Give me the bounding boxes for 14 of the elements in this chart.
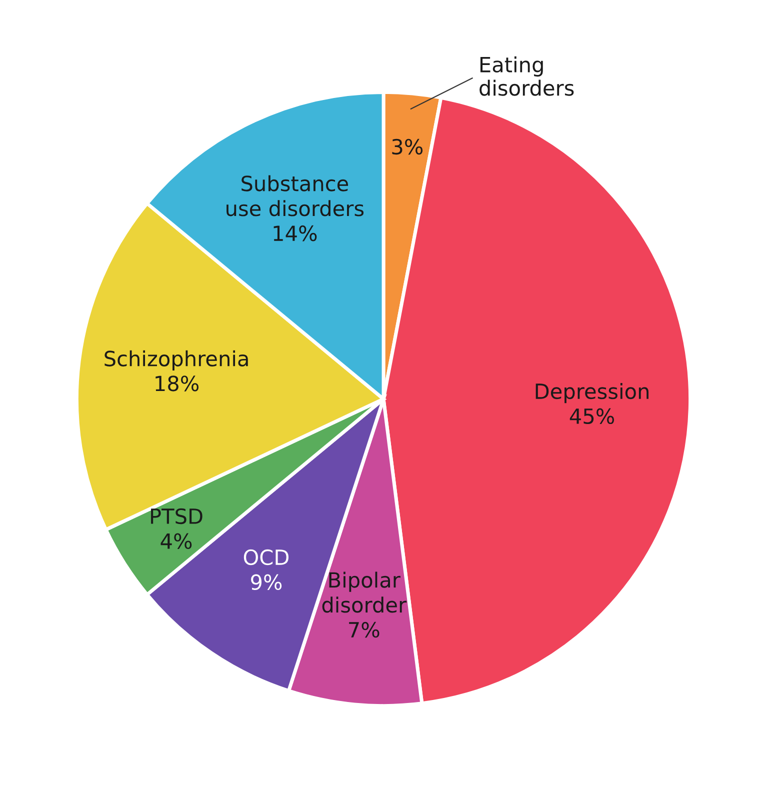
slice-label: Eating disorders <box>480 56 574 96</box>
slice-label: Substance use disorders <box>226 175 364 216</box>
data-label: 45% <box>570 408 614 424</box>
slice-label: Bipolar disorder <box>322 572 407 613</box>
data-label: 7% <box>349 622 380 638</box>
data-label: 4% <box>160 533 192 550</box>
data-label: 18% <box>156 376 199 392</box>
slice-label: Depression <box>536 383 648 404</box>
slice-label: PTSD <box>151 508 202 524</box>
data-label: 9% <box>251 574 282 590</box>
slice-label: Schizophrenia <box>104 350 248 370</box>
data-label: 14% <box>274 225 317 242</box>
data-label: 3% <box>392 138 423 155</box>
slice-label: OCD <box>244 549 288 566</box>
